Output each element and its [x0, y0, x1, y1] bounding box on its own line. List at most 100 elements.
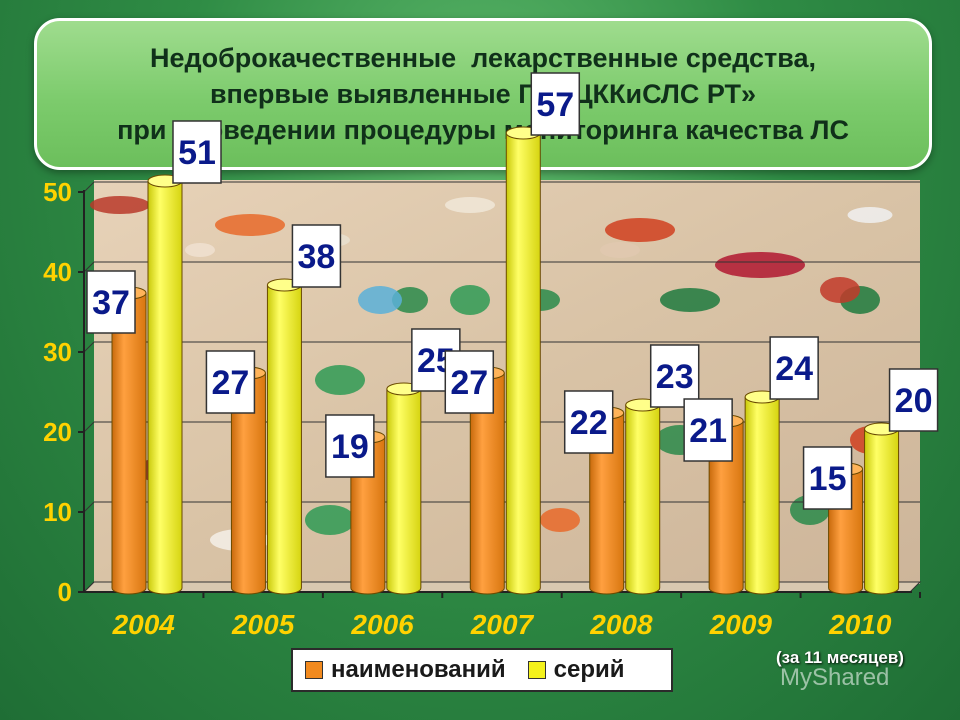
pill-shape [445, 197, 495, 213]
data-label-наименований-2007: 27 [444, 350, 495, 414]
data-label-серий-2010: 20 [888, 368, 939, 432]
data-label-наименований-2008: 22 [563, 390, 614, 454]
data-label-серий-2009: 24 [769, 336, 819, 400]
data-label-value: 57 [536, 86, 574, 124]
pill-shape [540, 508, 580, 532]
data-label-value: 15 [809, 460, 847, 498]
x-tick-label: 2007 [470, 609, 535, 640]
x-tick-label: 2008 [589, 609, 653, 640]
pill-shape [600, 242, 640, 258]
data-label-box [888, 368, 939, 432]
bar-body [230, 372, 266, 595]
x-tick-label: 2009 [709, 609, 773, 640]
gridline-diag [83, 581, 95, 593]
legend-swatch-yellow [527, 661, 546, 679]
pill-shape [215, 214, 285, 236]
y-tick-label: 30 [43, 337, 72, 367]
x-tick-label: 2004 [112, 609, 176, 640]
legend: наименований серий [291, 648, 673, 692]
data-label-box [769, 336, 819, 400]
legend-label-orange: наименований [331, 656, 506, 683]
gridline-diag [83, 341, 95, 353]
data-label-box [325, 414, 375, 478]
x-tick-label: 2006 [350, 609, 414, 640]
pill-shape [358, 286, 402, 314]
data-label-box [205, 350, 256, 414]
data-label-наименований-2010: 15 [802, 446, 853, 510]
pill-shape [392, 287, 428, 313]
data-label-value: 21 [689, 412, 727, 450]
bar-body [266, 284, 302, 595]
y-tick-label: 40 [43, 257, 72, 287]
pill-shape [450, 285, 490, 315]
bar-yellow-2006 [386, 382, 422, 595]
title-line-1: Недоброкачественные лекарственные средст… [149, 43, 817, 73]
y-tick-label: 50 [43, 177, 72, 207]
data-label-наименований-2006: 19 [325, 414, 375, 478]
data-label-серий-2005: 38 [291, 224, 342, 288]
y-tick-label: 20 [43, 417, 72, 447]
data-label-box [444, 350, 495, 414]
y-tick-label: 0 [58, 577, 72, 607]
bar-body [386, 388, 422, 595]
data-label-value: 38 [298, 238, 336, 276]
pill-shape [315, 365, 365, 395]
gridline-diag [83, 261, 95, 273]
legend-label-yellow: серий [553, 656, 625, 683]
data-label-наименований-2009: 21 [683, 398, 733, 462]
data-label-value: 24 [775, 350, 813, 388]
data-label-box [172, 120, 222, 184]
period-note: (за 11 месяцев) [776, 648, 904, 667]
bar-yellow-2004 [147, 174, 183, 595]
data-label-value: 27 [450, 364, 488, 402]
data-label-box [649, 344, 700, 408]
data-label-box [683, 398, 733, 462]
data-label-value: 51 [178, 134, 216, 172]
pill-shape [185, 243, 215, 257]
legend-item-yellow: серий [527, 656, 625, 684]
bar-body [469, 372, 505, 595]
bar-body [864, 428, 900, 595]
data-label-серий-2004: 51 [172, 120, 222, 184]
y-tick-label: 10 [43, 497, 72, 527]
pill-shape [715, 252, 805, 278]
title-line-2: впервые выявленные ГУ «ЦККиСЛС РТ» [209, 79, 757, 109]
axes: 0 10 20 30 40 50 2004 2005 2006 2007 2008 2009 2010 [43, 177, 921, 640]
data-label-value: 22 [570, 404, 608, 442]
bar-yellow-2007 [505, 126, 541, 595]
data-label-box [563, 390, 614, 454]
bar-body [708, 420, 744, 595]
bar-yellow-2010 [864, 422, 900, 595]
data-label-box [86, 270, 136, 334]
gridline-diag [83, 181, 95, 193]
pill-shape [847, 207, 893, 223]
data-label-box [802, 446, 853, 510]
bars [111, 126, 900, 595]
legend-swatch-orange [305, 661, 323, 679]
bar-orange-2009 [708, 414, 744, 595]
data-label-серий-2008: 23 [649, 344, 700, 408]
data-label-box [291, 224, 342, 288]
bar-body [625, 404, 661, 595]
data-label-наименований-2005: 27 [205, 350, 256, 414]
bar-body [744, 396, 780, 595]
data-label-value: 37 [92, 284, 130, 322]
x-tick-label: 2005 [231, 609, 295, 640]
data-label-value: 20 [895, 382, 933, 420]
watermark-logo: MyShared [780, 664, 890, 691]
pill-shape [90, 196, 150, 214]
bar-yellow-2009 [744, 390, 780, 595]
legend-item-orange: наименований [305, 656, 506, 684]
bar-body [589, 412, 625, 595]
bar-yellow-2008 [625, 398, 661, 595]
data-label-value: 23 [656, 358, 694, 396]
data-label-value: 27 [212, 364, 250, 402]
data-label-value: 19 [331, 428, 369, 466]
data-label-наименований-2004: 37 [86, 270, 136, 334]
pill-shape [660, 288, 720, 312]
pill-shape [605, 218, 675, 242]
data-label-серий-2007: 57 [530, 72, 581, 136]
x-tick-label: 2010 [828, 609, 892, 640]
